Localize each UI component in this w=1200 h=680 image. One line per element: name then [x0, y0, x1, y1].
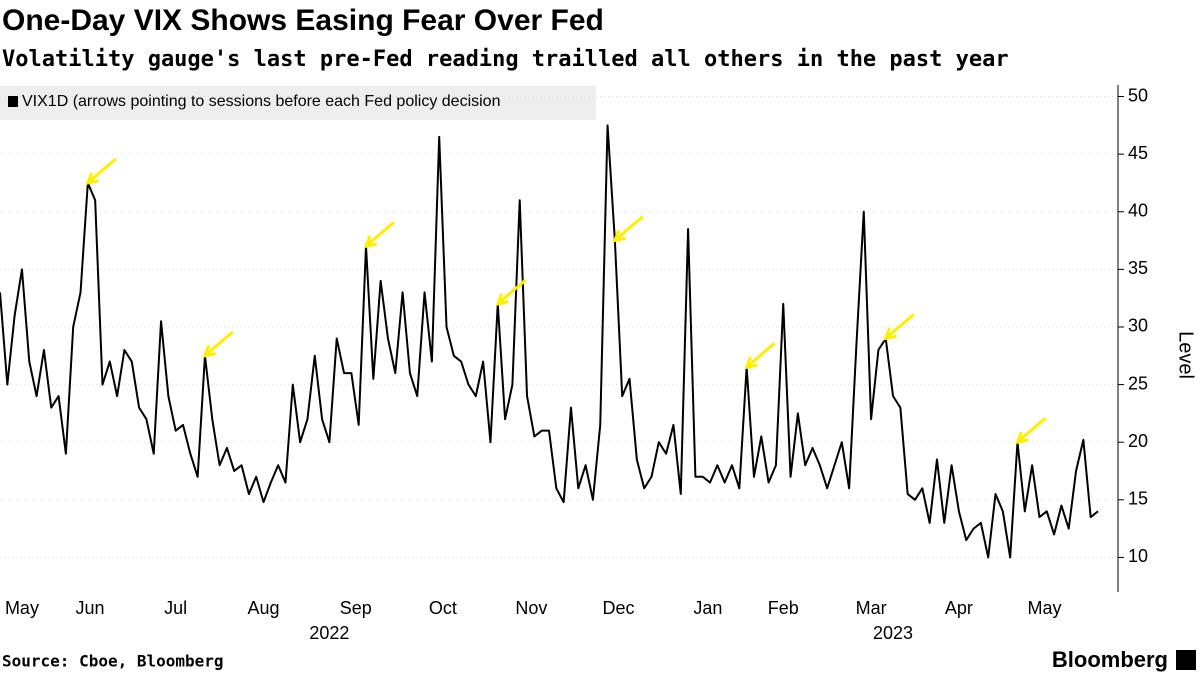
x-tick-label: Oct: [429, 598, 457, 618]
arrow-head: [1015, 431, 1029, 445]
x-tick-label: Jun: [76, 598, 105, 618]
x-tick-label: Sep: [340, 598, 372, 618]
source: Source: Cboe, Bloomberg: [2, 652, 224, 671]
y-axis-label: Level: [1175, 331, 1197, 379]
x-tick-label: Mar: [856, 598, 887, 618]
y-tick-label: 25: [1128, 373, 1148, 393]
y-tick-label: 15: [1128, 489, 1148, 509]
arrow-shaft: [1018, 417, 1047, 442]
year-label: 2022: [309, 623, 349, 643]
arrow-head: [363, 235, 378, 249]
arrow-shaft: [205, 330, 234, 355]
y-tick-label: 20: [1128, 431, 1148, 451]
arrow-shaft: [367, 221, 395, 246]
legend-label: VIX1D (arrows pointing to sessions befor…: [22, 93, 500, 110]
y-tick-label: 10: [1128, 546, 1148, 566]
chart-subtitle: Volatility gauge's last pre-Fed reading …: [2, 47, 1009, 72]
arrow-head: [744, 356, 758, 370]
arrow-head: [202, 344, 217, 358]
arrow-head: [883, 327, 897, 341]
brand-icon: [1176, 650, 1196, 670]
arrow-head: [612, 229, 626, 243]
arrow-head: [495, 293, 509, 306]
arrow-shaft: [886, 313, 915, 338]
legend-box: [0, 86, 596, 120]
x-tick-label: Apr: [945, 598, 973, 618]
arrow-head: [85, 172, 99, 185]
chart-title: One-Day VIX Shows Easing Fear Over Fed: [2, 4, 604, 37]
brand: Bloomberg: [1052, 647, 1168, 672]
y-tick-label: 50: [1128, 85, 1148, 105]
x-tick-label: Dec: [603, 598, 635, 618]
x-tick-label: Jan: [693, 598, 722, 618]
x-tick-label: May: [5, 598, 39, 618]
x-tick-label: Feb: [768, 598, 799, 618]
arrow-shaft: [498, 278, 527, 304]
arrow-shaft: [615, 215, 644, 240]
legend-swatch: [8, 96, 18, 107]
arrow-shaft: [88, 157, 117, 183]
x-tick-label: May: [1028, 598, 1062, 618]
arrow-shaft: [747, 342, 776, 367]
y-tick-label: 35: [1128, 258, 1148, 278]
y-tick-label: 40: [1128, 201, 1148, 221]
x-tick-label: Jul: [164, 598, 187, 618]
y-tick-label: 30: [1128, 316, 1148, 336]
x-tick-label: Aug: [248, 598, 280, 618]
x-tick-label: Nov: [515, 598, 547, 618]
y-tick-label: 45: [1128, 143, 1148, 163]
line-series: [0, 124, 1099, 559]
year-label: 2023: [873, 623, 913, 643]
